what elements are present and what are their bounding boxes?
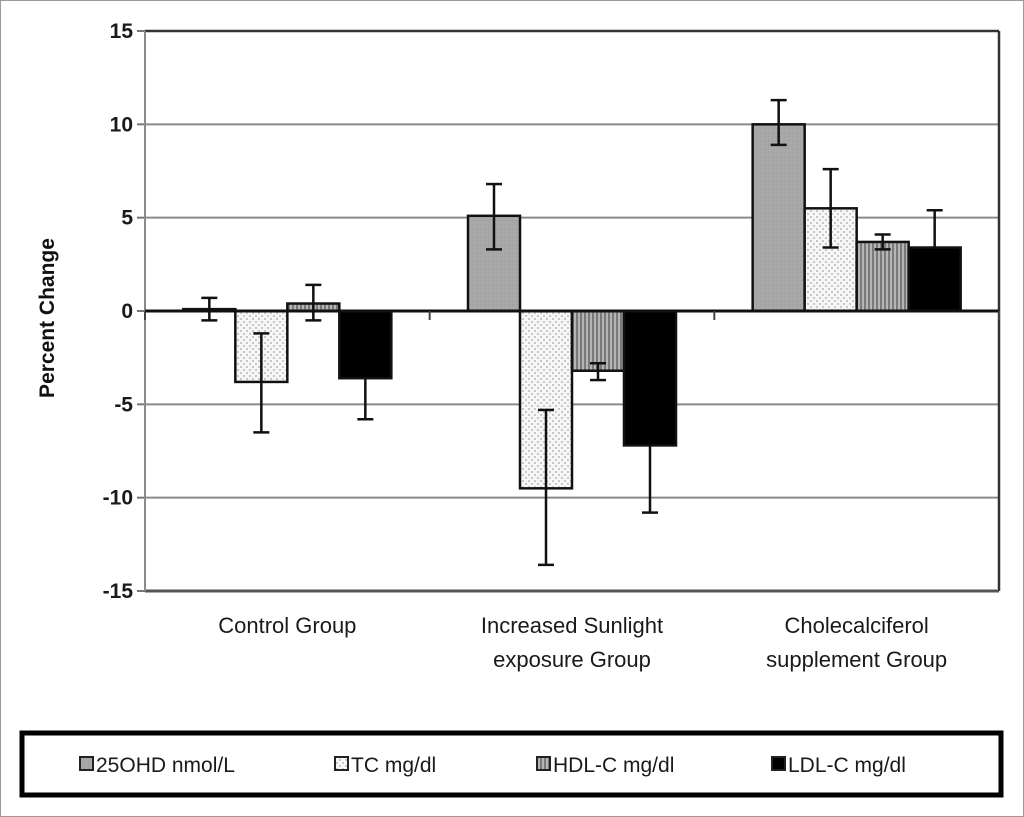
legend-label: TC mg/dl	[351, 754, 436, 777]
y-tick-label: -5	[114, 393, 133, 416]
y-tick-labels: 15 10 5 0 -5 -10 -15	[103, 20, 134, 603]
y-tick-label: 10	[110, 113, 133, 136]
legend-swatch	[536, 756, 551, 771]
y-tick-label: -15	[103, 580, 134, 603]
legend: 25OHD nmol/L TC mg/dl HDL-C mg/dl LDL-C mg/…	[19, 730, 1004, 798]
bar	[570, 309, 626, 372]
category-label: Increased Sunlight	[481, 613, 663, 638]
legend-swatch	[771, 756, 786, 771]
category-label: Cholecalciferol	[785, 613, 929, 638]
legend-label: LDL-C mg/dl	[788, 754, 906, 777]
zero-line-layer	[144, 309, 1000, 320]
bar	[751, 123, 806, 313]
legend-label: HDL-C mg/dl	[553, 754, 674, 777]
bar	[338, 309, 393, 380]
y-tick-label: 5	[121, 207, 133, 230]
legend-swatch	[79, 756, 94, 771]
bar	[622, 309, 678, 447]
legend-label: 25OHD nmol/L	[96, 754, 235, 777]
legend-swatch	[334, 756, 349, 771]
bars	[182, 123, 962, 490]
category-label: Control Group	[218, 613, 356, 638]
error-bars	[201, 98, 943, 567]
y-tick-label: 0	[121, 300, 133, 323]
category-label: supplement Group	[766, 647, 947, 672]
y-tick-label: 15	[110, 20, 134, 43]
y-tick-label: -10	[103, 487, 133, 510]
category-label: exposure Group	[493, 647, 651, 672]
category-labels: Control Group Increased Sunlight exposure …	[218, 613, 947, 672]
bar	[855, 240, 910, 313]
legend-box	[19, 730, 1004, 798]
y-axis-title: Percent Change	[36, 238, 59, 398]
bar	[907, 246, 962, 313]
